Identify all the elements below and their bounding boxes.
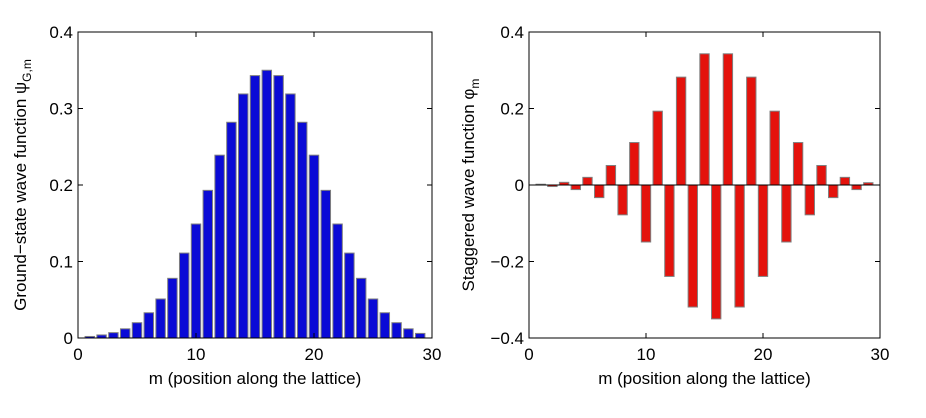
staggered-xtick-label: 30 bbox=[871, 345, 890, 364]
staggered-xtick-label: 10 bbox=[637, 345, 656, 364]
ground-state-bar-19 bbox=[296, 121, 308, 339]
staggered-bar-23 bbox=[792, 142, 804, 186]
staggered-bar-14 bbox=[687, 184, 698, 308]
staggered-bar-28 bbox=[851, 184, 862, 191]
staggered-y-axis-label-subscript: m bbox=[468, 79, 482, 89]
staggered-bar-11 bbox=[652, 110, 663, 186]
ground-state-bar-14 bbox=[237, 93, 249, 339]
staggered-bar-26 bbox=[828, 184, 839, 199]
ground-state-xtick-label: 20 bbox=[305, 345, 324, 364]
staggered-bar-9 bbox=[629, 142, 640, 186]
ground-state-bar-16 bbox=[261, 69, 273, 339]
staggered-ytick-label: 0.4 bbox=[500, 23, 524, 42]
staggered-bar-18 bbox=[734, 184, 745, 308]
ground-state-y-axis-label-main: Ground−state wave function ψ bbox=[11, 82, 30, 311]
staggered-ytick-label: 0.2 bbox=[500, 100, 524, 119]
ground-state-bar-10 bbox=[190, 223, 202, 339]
staggered-ytick-label: −0.4 bbox=[490, 329, 524, 348]
staggered-bar-22 bbox=[781, 184, 792, 243]
staggered-xtick-label: 0 bbox=[524, 345, 533, 364]
staggered-bar-4 bbox=[570, 184, 581, 191]
staggered-bar-5 bbox=[582, 176, 593, 186]
staggered-x-axis-label: m (position along the lattice) bbox=[598, 369, 811, 388]
ground-state-ytick-label: 0.1 bbox=[49, 253, 73, 272]
staggered-chart: 0 10 20 30 −0.4 −0.2 0 0.2 0.4 m (position along … bbox=[459, 23, 889, 388]
ground-state-ytick-label: 0.4 bbox=[49, 23, 73, 42]
staggered-bar-19 bbox=[746, 76, 757, 186]
ground-state-bar-4 bbox=[119, 328, 131, 339]
ground-state-bar-11 bbox=[202, 189, 214, 339]
ground-state-bar-3 bbox=[108, 332, 119, 339]
staggered-bar-16 bbox=[711, 184, 722, 320]
staggered-bar-15 bbox=[699, 53, 710, 186]
staggered-ytick-label: −0.2 bbox=[490, 253, 524, 272]
ground-state-bar-26 bbox=[379, 312, 391, 339]
staggered-bar-17 bbox=[722, 53, 734, 186]
ground-state-bar-15 bbox=[249, 75, 261, 339]
staggered-bar-10 bbox=[640, 184, 652, 243]
staggered-bar-25 bbox=[816, 164, 827, 186]
ground-state-chart: 0 10 20 30 0 0.1 0.2 0.3 0.4 m (position along th… bbox=[11, 23, 441, 388]
staggered-bar-13 bbox=[675, 76, 687, 186]
ground-state-bar-29 bbox=[414, 332, 426, 339]
ground-state-bar-27 bbox=[391, 322, 402, 339]
staggered-bar-6 bbox=[594, 184, 605, 199]
staggered-bar-12 bbox=[664, 184, 675, 277]
staggered-bar-8 bbox=[617, 184, 628, 216]
ground-state-bar-24 bbox=[355, 277, 367, 339]
ground-state-xtick-label: 30 bbox=[423, 345, 442, 364]
staggered-bar-7 bbox=[605, 164, 617, 186]
ground-state-xtick-label: 0 bbox=[73, 345, 82, 364]
ground-state-ytick-label: 0.3 bbox=[49, 100, 73, 119]
staggered-bar-27 bbox=[839, 176, 851, 186]
staggered-ytick-label: 0 bbox=[515, 176, 524, 195]
ground-state-bar-21 bbox=[320, 189, 332, 339]
ground-state-bar-8 bbox=[167, 277, 178, 339]
ground-state-ytick-label: 0.2 bbox=[49, 176, 73, 195]
ground-state-xtick-label: 10 bbox=[187, 345, 206, 364]
ground-state-ytick-label: 0 bbox=[64, 329, 73, 348]
staggered-y-axis-label: Staggered wave function φm bbox=[459, 79, 482, 292]
staggered-bar-21 bbox=[769, 110, 780, 186]
ground-state-y-axis-label-subscript: G,m bbox=[20, 59, 34, 82]
ground-state-bar-28 bbox=[403, 328, 414, 339]
staggered-bar-24 bbox=[804, 184, 815, 216]
ground-state-bar-18 bbox=[285, 93, 296, 339]
ground-state-bar-9 bbox=[178, 252, 190, 339]
ground-state-bar-6 bbox=[143, 312, 155, 339]
ground-state-bar-23 bbox=[344, 252, 355, 339]
ground-state-bar-7 bbox=[155, 298, 166, 339]
ground-state-x-axis-label: m (position along the lattice) bbox=[149, 369, 362, 388]
ground-state-y-axis-label: Ground−state wave function ψG,m bbox=[11, 59, 34, 311]
ground-state-bar-17 bbox=[273, 75, 284, 339]
ground-state-bar-22 bbox=[332, 223, 343, 339]
ground-state-bar-5 bbox=[131, 322, 143, 339]
ground-state-bar-20 bbox=[308, 154, 320, 339]
staggered-bar-20 bbox=[757, 184, 769, 277]
ground-state-bar-25 bbox=[367, 298, 379, 339]
ground-state-bar-12 bbox=[214, 154, 225, 339]
staggered-y-axis-label-main: Staggered wave function φ bbox=[459, 89, 478, 292]
staggered-xtick-label: 20 bbox=[754, 345, 773, 364]
ground-state-bar-13 bbox=[226, 121, 237, 339]
